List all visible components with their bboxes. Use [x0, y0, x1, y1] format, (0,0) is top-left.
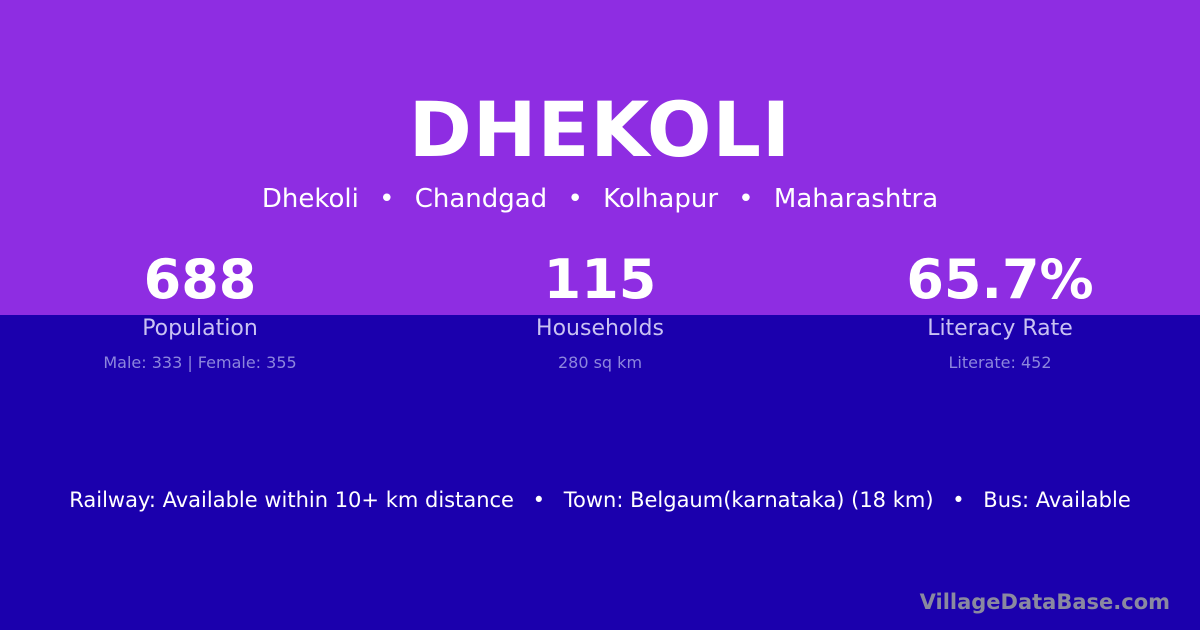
separator: • — [952, 488, 965, 512]
breadcrumb-district: Kolhapur — [603, 184, 719, 214]
separator: • — [738, 184, 754, 214]
header-band — [0, 0, 1200, 315]
page-title: DHEKOLI — [408, 85, 792, 174]
bus-info: Bus: Available — [983, 488, 1131, 512]
breadcrumb-state: Maharashtra — [773, 184, 939, 214]
stat-population: 688 Population Male: 333 | Female: 355 — [0, 250, 400, 374]
separator: • — [567, 184, 583, 214]
amenities-line: Railway: Available within 10+ km distanc… — [0, 484, 1200, 516]
breadcrumb-village: Dhekoli — [261, 184, 359, 214]
breadcrumb-subdistrict: Chandgad — [414, 184, 548, 214]
stat-detail: Male: 333 | Female: 355 — [103, 353, 297, 372]
separator: • — [532, 488, 546, 512]
stat-detail: 280 sq km — [557, 353, 643, 372]
watermark-logo: VillageDataBase.com — [919, 590, 1170, 614]
stat-value: 115 — [543, 248, 657, 311]
stat-value: 65.7% — [906, 248, 1094, 311]
stat-value: 688 — [143, 248, 257, 311]
stat-households: 115 Households 280 sq km — [400, 250, 800, 374]
stat-label: Population — [142, 316, 258, 341]
stat-literacy: 65.7% Literacy Rate Literate: 452 — [800, 250, 1200, 374]
stat-detail: Literate: 452 — [948, 353, 1052, 372]
stat-label: Households — [536, 316, 664, 341]
stat-label: Literacy Rate — [927, 316, 1073, 341]
separator: • — [379, 184, 395, 214]
breadcrumb: Dhekoli • Chandgad • Kolhapur • Maharash… — [0, 182, 1200, 216]
railway-info: Railway: Available within 10+ km distanc… — [69, 488, 514, 512]
town-info: Town: Belgaum(karnataka) (18 km) — [563, 488, 934, 512]
